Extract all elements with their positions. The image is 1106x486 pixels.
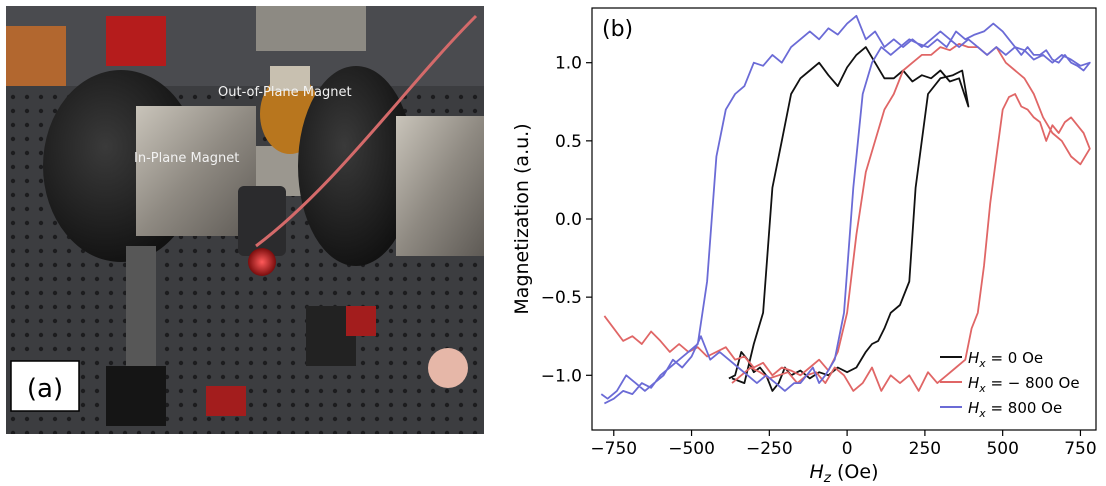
red-mount xyxy=(346,306,376,336)
in-plane-pole xyxy=(136,106,256,236)
chart-svg: −750 −500 −250 0 250 500 750 −1.0 −0.5 0.0 0.5 1.0… xyxy=(511,7,1097,486)
copper-coil xyxy=(6,26,66,86)
y-tick-label: −1.0 xyxy=(541,366,582,386)
setup-photo-drawing: Out-of-Plane Magnet In-Plane Magnet (a) xyxy=(6,6,484,434)
panel-b-label: (b) xyxy=(602,17,633,42)
panel-a-label-box xyxy=(10,360,80,412)
legend-label: Hx = 800 Oe xyxy=(968,399,1062,420)
x-tick-label: 0 xyxy=(842,439,853,459)
top-mount xyxy=(256,6,366,51)
x-tick-label: −250 xyxy=(746,439,793,459)
series-line-1 xyxy=(603,43,1091,392)
y-tick-label: 0.5 xyxy=(555,132,582,152)
legend-label: Hx = − 800 Oe xyxy=(968,374,1080,395)
setup-photo: Out-of-Plane Magnet In-Plane Magnet (a) xyxy=(6,6,484,434)
red-light xyxy=(248,248,276,276)
magnet-cap xyxy=(270,66,310,91)
label-out-of-plane-magnet: Out-of-Plane Magnet xyxy=(218,85,352,100)
legend-label: Hx = 0 Oe xyxy=(968,349,1043,370)
hysteresis-chart: −750 −500 −250 0 250 500 750 −1.0 −0.5 0.0 0.5 1.0… xyxy=(500,0,1106,486)
red-cable xyxy=(255,14,478,248)
background-equipment xyxy=(6,6,484,86)
x-ticks: −750 −500 −250 0 250 500 750 xyxy=(590,430,1097,459)
x-tick-label: 250 xyxy=(909,439,941,459)
panel-a-label: (a) xyxy=(27,374,63,404)
x-tick-label: −500 xyxy=(668,439,715,459)
x-tick-label: −750 xyxy=(590,439,637,459)
red-clamp xyxy=(206,386,246,416)
label-in-plane-magnet: In-Plane Magnet xyxy=(134,151,239,166)
x-tick-label: 500 xyxy=(986,439,1018,459)
x-tick-label: 750 xyxy=(1064,439,1096,459)
y-tick-label: −0.5 xyxy=(541,288,582,308)
y-tick-label: 1.0 xyxy=(555,54,582,74)
red-component xyxy=(106,16,166,66)
series-line-2 xyxy=(600,14,1091,405)
series-layer xyxy=(600,14,1091,405)
y-tick-label: 0.0 xyxy=(555,210,582,230)
objective-lens xyxy=(238,186,286,256)
legend: Hx = 0 Oe Hx = − 800 Oe Hx = 800 Oe xyxy=(940,349,1080,420)
y-axis-label: Magnetization (a.u.) xyxy=(511,123,533,314)
round-optic xyxy=(428,348,468,388)
black-breadboard xyxy=(106,366,166,426)
y-ticks: −1.0 −0.5 0.0 0.5 1.0 xyxy=(541,54,592,386)
x-axis-label: Hz (Oe) xyxy=(810,461,879,482)
series-line-0 xyxy=(728,46,970,392)
right-magnet-frame xyxy=(396,116,484,256)
